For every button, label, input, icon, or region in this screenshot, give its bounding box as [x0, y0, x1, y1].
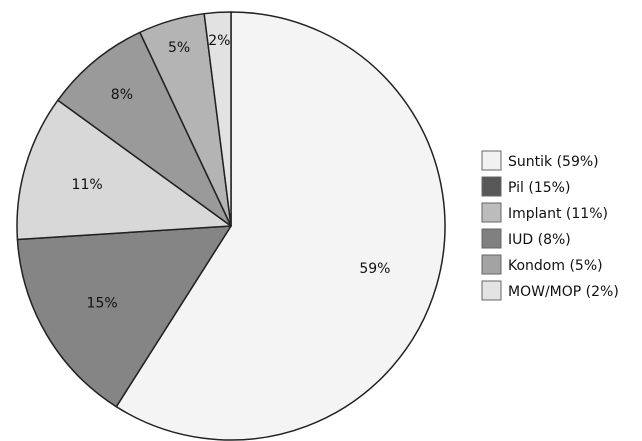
legend-swatch-pil — [481, 176, 502, 197]
legend-swatch-iud — [481, 228, 502, 249]
legend-label-kondom: Kondom (5%) — [508, 258, 603, 274]
slice-label-pil: 15% — [87, 295, 118, 311]
pie-slice-suntik — [115, 11, 446, 441]
slice-labels: 59% 15% 11% 8% 5% 2% — [72, 33, 391, 311]
pie-slice-iud — [57, 31, 232, 227]
pie-slice-pil — [16, 225, 232, 408]
legend-label-implant: Implant (11%) — [508, 206, 608, 222]
slice-label-suntik: 59% — [359, 261, 390, 277]
pie-slice-implant — [16, 99, 232, 241]
pie-slices — [16, 11, 446, 441]
legend-label-pil: Pil (15%) — [508, 180, 570, 196]
slice-label-mow-mop: 2% — [208, 33, 230, 49]
legend-swatch-kondom — [481, 254, 502, 275]
slice-label-iud: 8% — [111, 87, 133, 103]
legend: Suntik (59%) Pil (15%) Implant (11%) IUD (8… — [481, 150, 619, 301]
legend-swatch-suntik — [481, 150, 502, 171]
legend-swatch-implant — [481, 202, 502, 223]
slice-label-kondom: 5% — [168, 40, 190, 56]
legend-label-suntik: Suntik (59%) — [508, 154, 599, 170]
pie-slice-mow-mop — [203, 11, 232, 227]
legend-label-mow-mop: MOW/MOP (2%) — [508, 284, 619, 300]
legend-label-iud: IUD (8%) — [508, 232, 571, 248]
slice-label-implant: 11% — [72, 177, 103, 193]
legend-swatch-mow-mop — [481, 280, 502, 301]
